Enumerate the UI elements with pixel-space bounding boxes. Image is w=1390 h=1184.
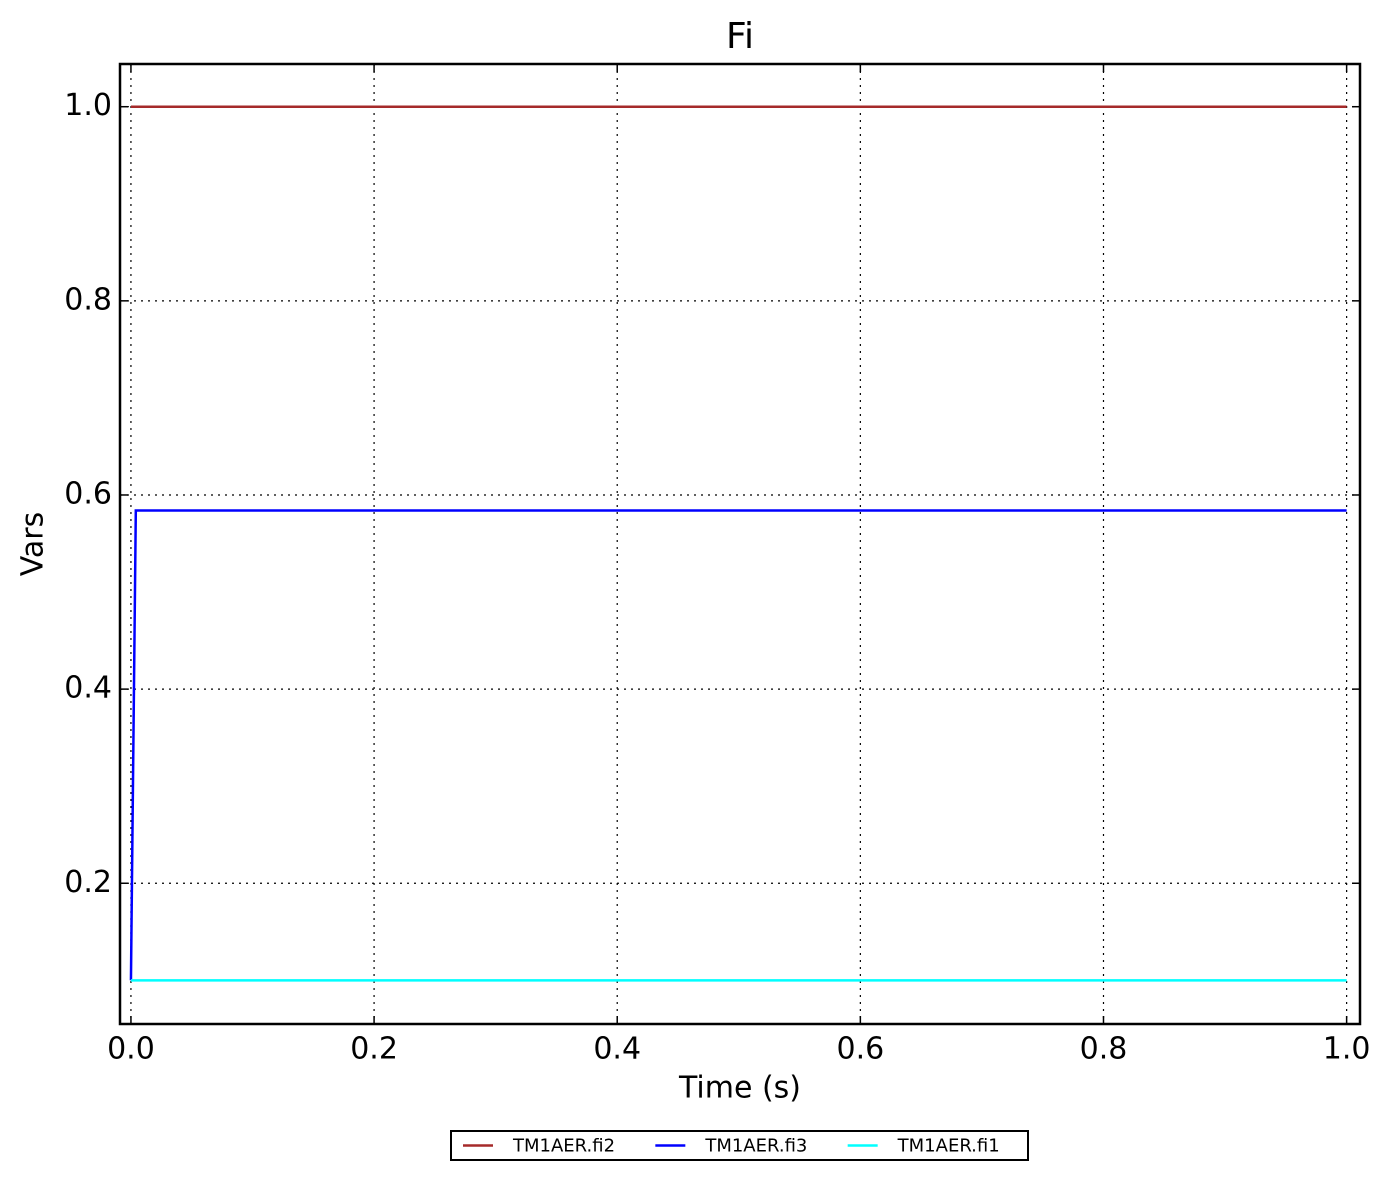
plot-frame (118, 62, 1362, 1026)
legend-label: TM1AER.fi2 (512, 1136, 615, 1157)
y-axis-label: Vars (16, 512, 51, 577)
x-tick-label: 1.0 (1323, 1032, 1371, 1067)
legend-box (450, 1130, 1029, 1161)
legend-label: TM1AER.fi3 (704, 1136, 807, 1157)
x-tick-label: 0.0 (107, 1032, 155, 1067)
y-tick-label: 0.6 (64, 476, 112, 511)
y-tick-label: 0.8 (64, 282, 112, 317)
x-tick-label: 0.8 (1080, 1032, 1128, 1067)
y-tick-label: 0.4 (64, 671, 112, 706)
x-tick-label: 0.4 (593, 1032, 641, 1067)
y-tick-label: 1.0 (64, 88, 112, 123)
series-line (129, 509, 1347, 981)
chart-title: Fi (726, 16, 754, 57)
x-tick-label: 0.2 (350, 1032, 398, 1067)
x-axis-label: Time (s) (678, 1071, 801, 1106)
legend-label: TM1AER.fi1 (897, 1136, 1000, 1157)
x-tick-label: 0.6 (836, 1032, 884, 1067)
y-tick-label: 0.2 (64, 865, 112, 900)
